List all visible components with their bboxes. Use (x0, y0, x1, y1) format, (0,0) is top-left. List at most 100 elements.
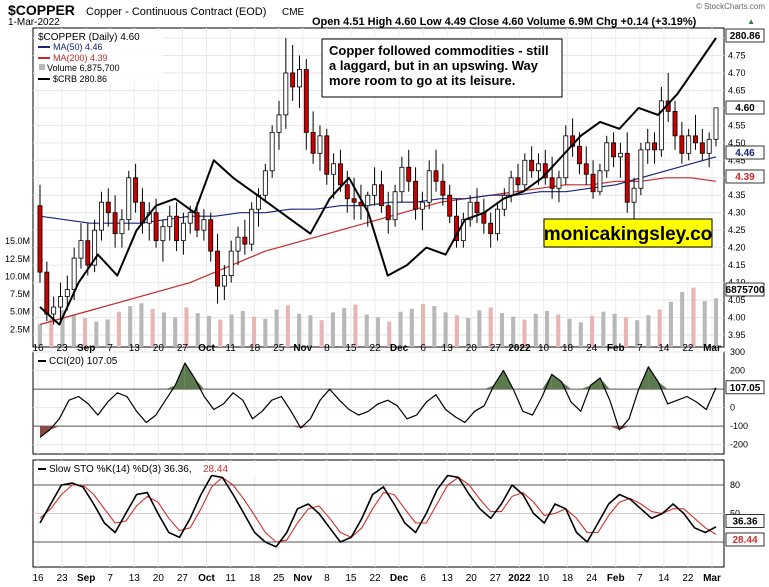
candle-body (604, 142, 610, 172)
volume-bar (37, 324, 43, 347)
candle-body (71, 257, 77, 290)
price-tick-label: 4.00 (728, 313, 746, 323)
candle-body (303, 69, 309, 133)
candle-body (208, 219, 214, 252)
cci-label: CCI(20) 107.05 (49, 356, 118, 367)
candle-body (119, 219, 125, 235)
x-axis-label-bottom: Nov (293, 573, 312, 584)
annotation-text: a laggard, but in an upswing. Way (329, 58, 539, 73)
candle-body (269, 131, 275, 172)
volume-bar (263, 318, 268, 347)
volume-tick-label: 2.5M (10, 324, 30, 334)
candle-body (597, 170, 603, 193)
volume-bar (285, 305, 290, 347)
price-tick-label: 4.15 (728, 260, 746, 270)
volume-bar (252, 316, 257, 347)
candle-body (78, 240, 84, 259)
volume-bar (150, 308, 155, 347)
quote-line: Open 4.51 High 4.60 Low 4.49 Close 4.60 … (312, 16, 697, 28)
volume-bar (184, 307, 189, 347)
candle-body (624, 152, 630, 203)
x-axis-label-top: 22 (369, 343, 381, 354)
candle-body (638, 149, 644, 189)
candle-body (440, 180, 446, 196)
cci-overbought-fill (551, 374, 562, 390)
x-axis-label-bottom: 23 (57, 573, 69, 584)
panel-frame-2 (32, 351, 725, 455)
volume-bar (443, 312, 448, 347)
ma50-tag-bg (725, 145, 765, 160)
cci-overbought-fill (542, 374, 552, 390)
candle-body (283, 72, 289, 116)
x-axis-label-bottom: Sep (77, 573, 95, 584)
volume-bar (646, 315, 651, 347)
cci-tick-label: -100 (730, 421, 748, 431)
annotation-text: Copper followed commodities - still (329, 43, 549, 58)
sto-label-d: 28.44 (203, 464, 228, 475)
candle-body (549, 177, 555, 189)
candle-body (385, 205, 391, 221)
candle-body (99, 201, 104, 231)
x-axis-label-bottom: 18 (562, 573, 574, 584)
sto-label: Slow STO %K(14) %D(3) 36.36, (49, 464, 192, 475)
x-axis-label-top: 10 (538, 343, 550, 354)
candle-body (262, 170, 268, 196)
volume-bar (398, 311, 403, 347)
volume-bar (330, 312, 335, 347)
volume-bar (375, 317, 381, 347)
brand-label: monicakingsley.co (544, 224, 713, 245)
x-axis-label-bottom: Oct (198, 573, 215, 584)
volume-bar (173, 317, 178, 347)
candle-body (563, 135, 569, 179)
volume-bar (71, 314, 76, 347)
legend-main: $COPPER (Daily) 4.60 (38, 32, 140, 43)
candle-body (413, 180, 419, 210)
cci-overbought-fill (184, 363, 195, 390)
volume-bar (421, 303, 426, 347)
x-axis-label-top: 7 (637, 343, 643, 354)
ma200-line (39, 177, 717, 326)
candle-body (242, 236, 248, 245)
sto-tick-label: 50 (730, 509, 740, 519)
brand-box (543, 218, 713, 248)
candle-body (51, 306, 57, 315)
candle-body (474, 201, 480, 214)
x-axis-label-bottom: 20 (466, 573, 478, 584)
price-tick-label: 4.05 (728, 295, 746, 305)
volume-bar (477, 310, 482, 347)
candle-body (508, 177, 514, 196)
cci-oversold-fill (291, 426, 301, 429)
volume-tick-label: 12.5M (5, 254, 30, 264)
candle-body (187, 212, 193, 224)
candle-body (672, 110, 678, 137)
crb-tag: 280.86 (730, 31, 761, 42)
volume-bar (432, 306, 437, 347)
x-axis-label-top: 23 (57, 343, 69, 354)
volume-bar (83, 318, 88, 347)
price-tick-label: 4.55 (728, 120, 746, 130)
volume-bar (680, 291, 685, 347)
volume-bar (556, 314, 561, 347)
legend-box (35, 30, 163, 82)
crb-overlay-line (39, 37, 717, 326)
x-axis-label-top: Feb (607, 343, 625, 354)
candle-body (167, 215, 173, 228)
candle-body (290, 72, 296, 88)
candle-body (611, 142, 617, 158)
cci-tag-bg (725, 380, 765, 395)
candle-body (686, 135, 692, 154)
x-axis-label-bottom: 24 (586, 573, 598, 584)
price-tick-label: 4.30 (728, 208, 746, 218)
ma50-tag: 4.46 (735, 148, 755, 159)
candle-body (495, 208, 500, 235)
candle-body (576, 145, 582, 165)
sto-k-tag: 36.36 (732, 516, 757, 527)
candle-body (58, 296, 63, 308)
cci-overbought-fill (590, 377, 601, 390)
x-axis-label-top: 14 (658, 343, 670, 354)
change-arrow-icon: ▲ (747, 17, 755, 26)
candle-body (658, 100, 664, 151)
sto-k-line (39, 474, 717, 548)
